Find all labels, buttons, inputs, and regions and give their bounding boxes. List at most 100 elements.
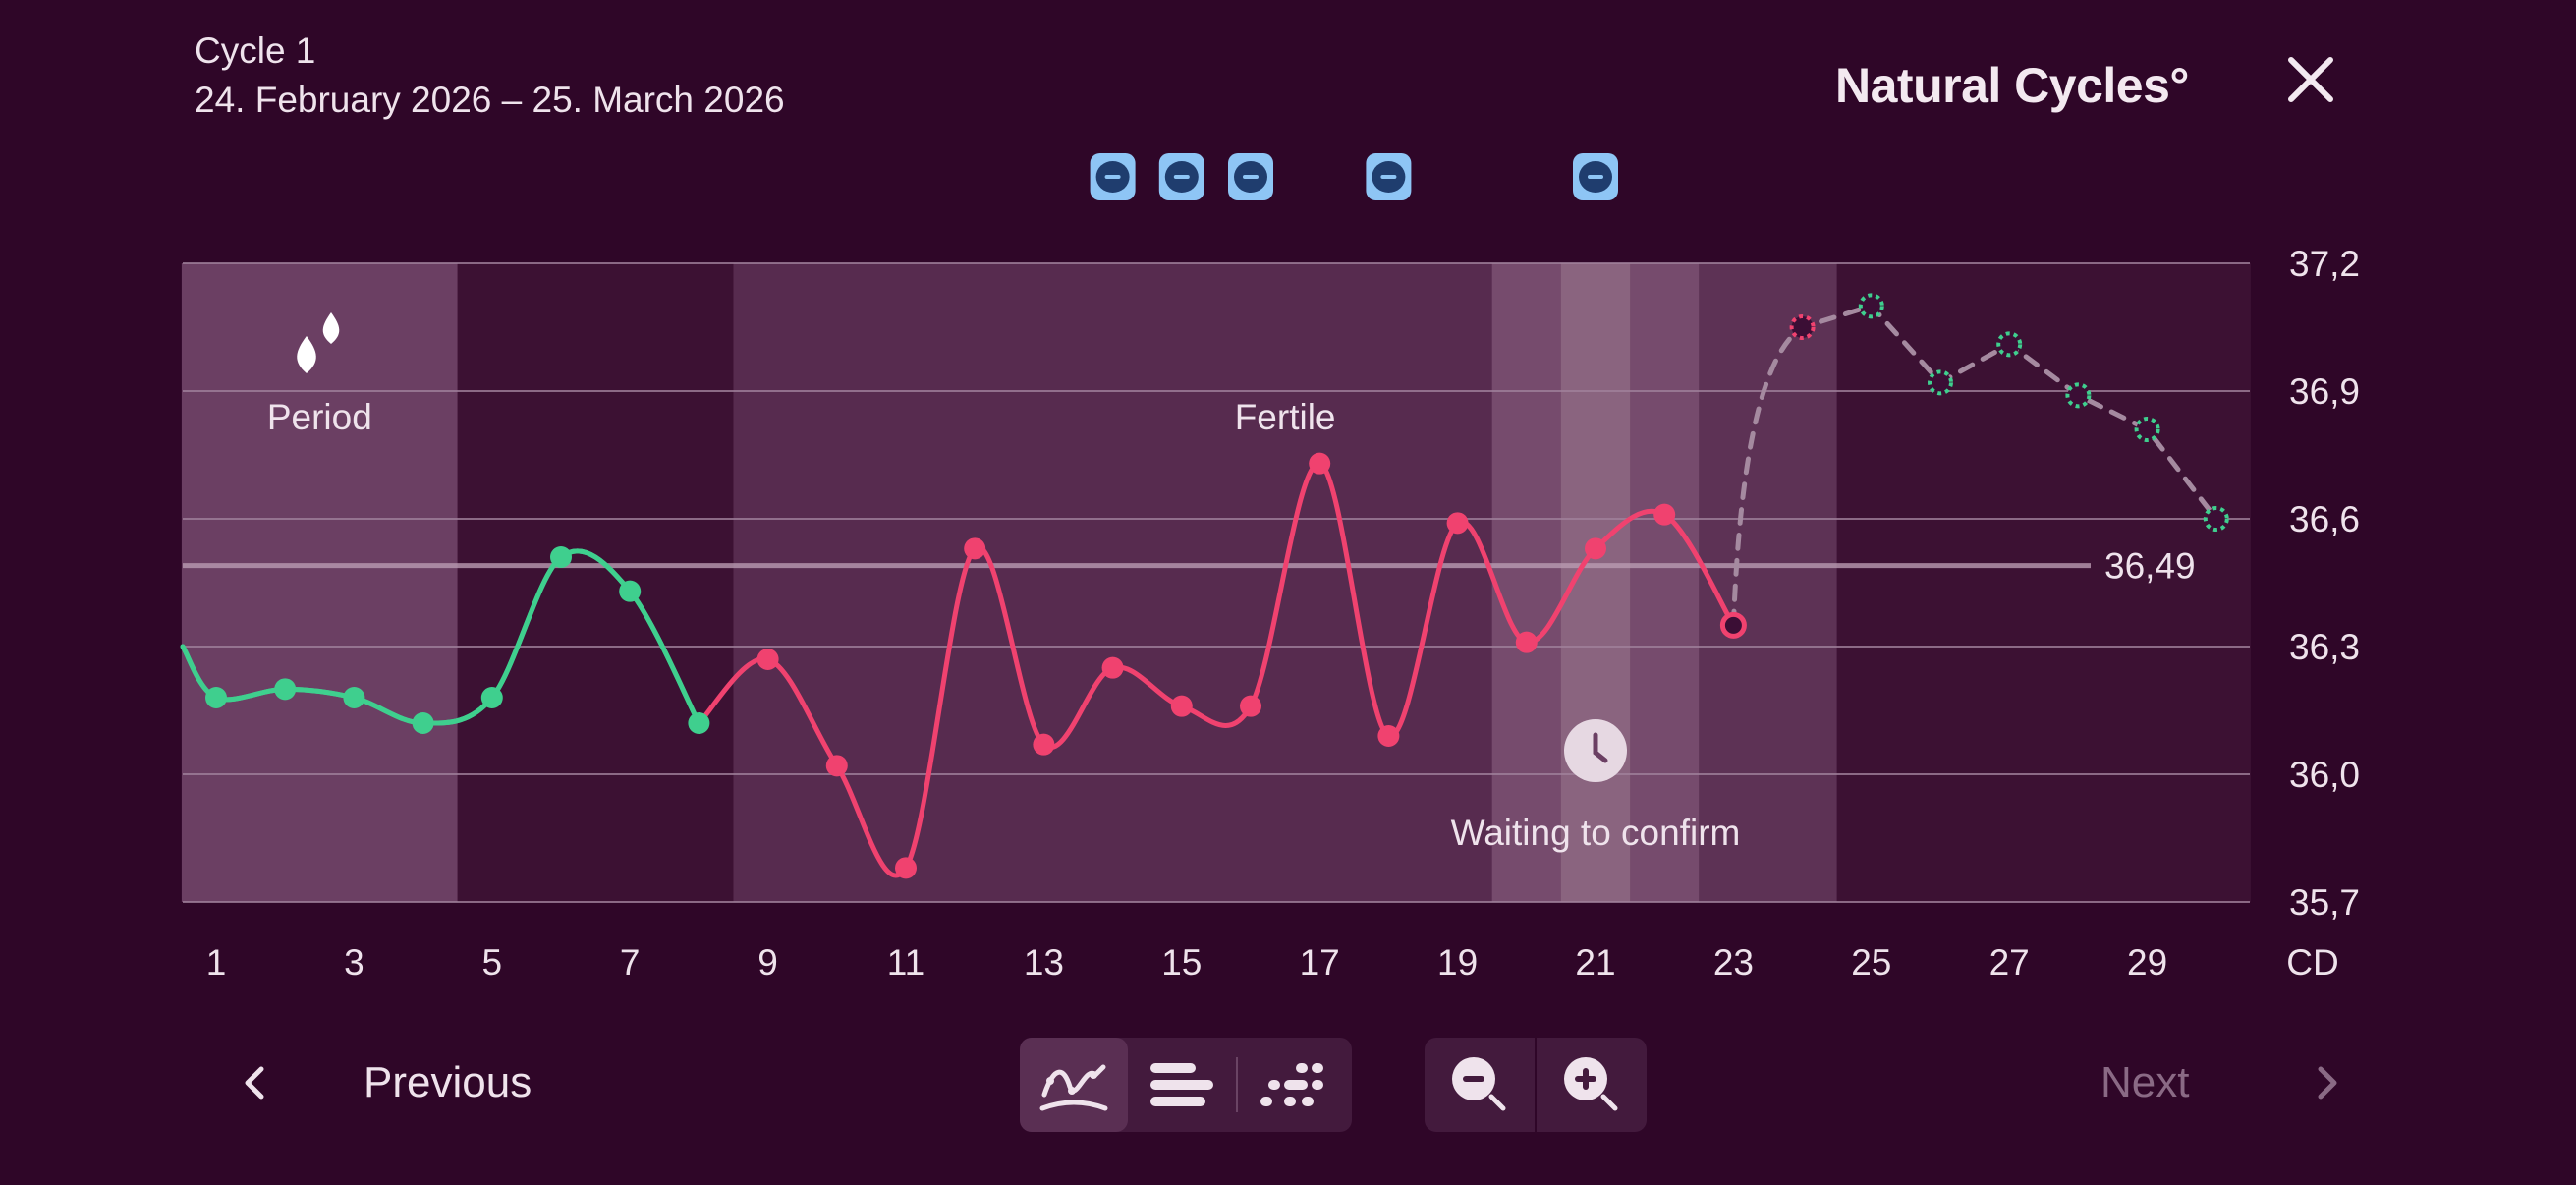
temperature-point xyxy=(343,687,365,708)
follicular-band xyxy=(457,263,734,902)
temperature-point xyxy=(1446,512,1469,535)
x-tick-label: 21 xyxy=(1575,942,1615,983)
temperature-point xyxy=(964,537,986,560)
previous-button[interactable]: Previous xyxy=(236,1044,532,1122)
predicted-point xyxy=(2065,382,2092,409)
predicted-point xyxy=(1789,314,1816,340)
marker-badge xyxy=(1573,153,1618,200)
y-tick-label: 36,3 xyxy=(2289,627,2360,667)
chevron-left-icon xyxy=(245,1066,264,1100)
y-tick-label: 37,2 xyxy=(2289,244,2360,284)
previous-label: Previous xyxy=(364,1058,532,1106)
zoom-out-button[interactable] xyxy=(1425,1038,1535,1132)
drop-shape xyxy=(322,312,340,344)
fertile-band-late xyxy=(1699,263,1837,902)
clock-face xyxy=(1564,719,1627,782)
curve-view-button[interactable] xyxy=(1020,1038,1128,1132)
test-minus-icon xyxy=(1090,153,1136,200)
brand-logo: Natural Cycles° xyxy=(1835,58,2189,113)
temperature-point xyxy=(1033,733,1055,756)
temperature-point xyxy=(756,649,779,670)
y-tick-label: 35,7 xyxy=(2289,882,2360,923)
fertile-band xyxy=(733,263,1837,902)
cycle-title: Cycle 1 xyxy=(195,30,316,71)
temperature-point-unconfirmed xyxy=(1719,611,1747,639)
marker-minus xyxy=(1104,175,1121,179)
close-button[interactable] xyxy=(2285,54,2336,105)
temperature-point xyxy=(1585,537,1606,560)
temperature-point xyxy=(1653,503,1676,526)
predicted-band xyxy=(1836,263,2251,902)
zoom-controls xyxy=(1425,1038,1647,1132)
y-tick-label: 36,0 xyxy=(2289,755,2360,795)
view-separator xyxy=(1236,1057,1238,1112)
waiting-band xyxy=(1491,263,1700,902)
marker-minus xyxy=(1243,175,1259,179)
temperature-point xyxy=(412,712,434,734)
predicted-line xyxy=(1730,303,2219,628)
temperature-point xyxy=(1377,725,1400,747)
zoom-in-icon xyxy=(1564,1057,1618,1111)
marker-center xyxy=(1095,161,1130,193)
temperature-point xyxy=(1309,452,1331,475)
x-tick-label: 19 xyxy=(1437,942,1478,983)
marker-badge xyxy=(1158,153,1204,200)
test-minus-icon xyxy=(1573,153,1618,200)
x-tick-label: 11 xyxy=(887,942,924,983)
temperature-line-pink xyxy=(696,461,1736,878)
test-minus-icon xyxy=(1158,153,1204,200)
zoom-separator xyxy=(1535,1038,1537,1132)
next-label: Next xyxy=(2100,1058,2190,1106)
fertile-label: Fertile xyxy=(1235,397,1336,437)
x-tick-label: 17 xyxy=(1300,942,1340,983)
temperature-point xyxy=(1101,656,1124,679)
waiting-band-center xyxy=(1560,263,1631,902)
curve-view-icon xyxy=(1039,1064,1108,1111)
drops-icon xyxy=(297,312,340,373)
temperature-point xyxy=(480,687,503,708)
x-tick-label: 25 xyxy=(1851,942,1891,983)
temperature-point xyxy=(1170,695,1193,717)
marker-badge xyxy=(1228,153,1273,200)
x-tick-label: 3 xyxy=(344,942,364,983)
clock-icon xyxy=(1564,719,1627,782)
cycle-date-range: 24. February 2026 – 25. March 2026 xyxy=(195,80,785,120)
clock-hands xyxy=(1593,732,1608,763)
predicted-point xyxy=(1928,369,1953,396)
period-label: Period xyxy=(267,397,372,437)
predicted-point xyxy=(2203,506,2229,532)
marker-center xyxy=(1234,161,1267,193)
temperature-line-green-top xyxy=(180,548,701,726)
marker-badge xyxy=(1090,153,1136,200)
temperature-line-green xyxy=(180,548,701,726)
x-tick-label: 27 xyxy=(1989,942,2030,983)
next-button[interactable]: Next xyxy=(2100,1044,2346,1122)
temperature-point xyxy=(205,687,227,708)
temperature-point xyxy=(688,712,710,734)
close-icon xyxy=(2288,57,2333,102)
bars-view-button[interactable] xyxy=(1128,1038,1236,1132)
marker-minus xyxy=(1173,175,1190,179)
test-minus-icon xyxy=(1228,153,1273,200)
y-tick-label: 36,9 xyxy=(2289,371,2360,412)
marker-center xyxy=(1579,161,1612,193)
dots-view-button[interactable] xyxy=(1238,1038,1346,1132)
temperature-point xyxy=(274,678,297,701)
zoom-in-button[interactable] xyxy=(1537,1038,1647,1132)
marker-badge xyxy=(1366,153,1412,200)
marker-minus xyxy=(1380,175,1397,179)
y-tick-label: 36,6 xyxy=(2289,499,2360,539)
dots-view-icon xyxy=(1260,1063,1323,1106)
waiting-to-confirm-label: Waiting to confirm xyxy=(1451,813,1741,853)
marker-center xyxy=(1372,161,1406,193)
x-tick-label: 9 xyxy=(757,942,778,983)
x-tick-label: 23 xyxy=(1713,942,1754,983)
coverline-label: 36,49 xyxy=(2104,546,2196,587)
temperature-point xyxy=(1515,631,1538,653)
temperature-point xyxy=(550,546,572,568)
bars-view-icon xyxy=(1150,1063,1213,1106)
x-tick-label: 29 xyxy=(2127,942,2167,983)
temperature-point xyxy=(1240,695,1261,717)
x-axis-unit: CD xyxy=(2286,942,2338,983)
